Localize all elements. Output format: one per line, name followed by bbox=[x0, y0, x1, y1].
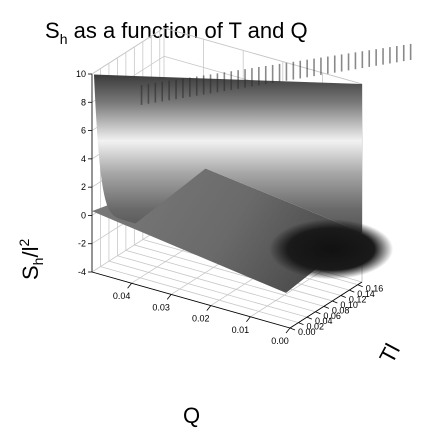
floor-gridline-q bbox=[250, 270, 323, 318]
tl-tick-mark bbox=[289, 327, 296, 331]
z-tick-label: 4 bbox=[81, 154, 86, 164]
surface-dark-basin bbox=[269, 219, 394, 280]
q-tick-mark bbox=[285, 327, 291, 334]
title-subscript: h bbox=[60, 31, 68, 47]
z-tick-label: 8 bbox=[81, 97, 86, 107]
q-tick-mark bbox=[206, 305, 212, 311]
tick-labels: -4-202468100.040.030.020.010.000.000.020… bbox=[76, 69, 383, 346]
tl-tick-label: 0.16 bbox=[366, 284, 384, 294]
floor-gridline-tl bbox=[100, 266, 299, 323]
q-tick-label: 0.01 bbox=[232, 325, 250, 335]
surface-mesh bbox=[92, 43, 412, 293]
tl-tick-mark bbox=[357, 284, 363, 288]
top-edge-left bbox=[91, 27, 165, 75]
q-tick-mark bbox=[166, 294, 172, 300]
z-tick-label: -2 bbox=[78, 239, 86, 249]
tl-tick-mark bbox=[306, 316, 313, 320]
tl-tick-mark bbox=[332, 300, 338, 304]
z-tick-label: 2 bbox=[81, 182, 86, 192]
axis-edge-q bbox=[91, 271, 291, 329]
tl-tick-label: 0.12 bbox=[349, 295, 367, 305]
x-axis-title: Q bbox=[183, 403, 200, 428]
tl-tick-label: 0.10 bbox=[340, 300, 358, 310]
tl-tick-mark bbox=[323, 305, 330, 309]
floor-gridline-tl bbox=[117, 255, 316, 313]
z-title-main: S bbox=[18, 265, 43, 280]
title-main: S bbox=[45, 18, 60, 43]
z-title-sub: h bbox=[30, 258, 46, 266]
tl-tick-mark bbox=[315, 311, 321, 315]
surface-wall bbox=[93, 74, 362, 233]
tl-tick-label: 0.04 bbox=[315, 316, 333, 326]
z-tick-label: -4 bbox=[78, 267, 86, 277]
q-tick-label: 0.02 bbox=[192, 314, 210, 324]
tl-tick-label: 0.06 bbox=[323, 311, 341, 321]
floor-gridline-tl bbox=[134, 244, 333, 302]
z-axis-title: Sh/l2 bbox=[16, 239, 46, 280]
z-title-sup: 2 bbox=[16, 239, 32, 247]
chart-title: Sh as a function of T and Q bbox=[45, 18, 308, 47]
q-tick-label: 0.03 bbox=[152, 302, 170, 312]
title-rest: as a function of T and Q bbox=[67, 18, 307, 43]
tl-tick-mark bbox=[349, 289, 355, 293]
floor-gridline-tl bbox=[108, 260, 308, 318]
tl-tick-label: 0.02 bbox=[306, 322, 324, 332]
q-tick-mark bbox=[246, 316, 251, 323]
z-tick-label: 10 bbox=[76, 69, 86, 79]
z-title-mid: /l bbox=[18, 247, 43, 258]
z-tick-label: 0 bbox=[81, 210, 86, 220]
top-edge-back bbox=[163, 27, 363, 85]
q-tick-label: 0.04 bbox=[113, 291, 131, 301]
tl-tick-label: 0.00 bbox=[298, 327, 316, 337]
tl-tick-label: 0.08 bbox=[332, 305, 350, 315]
q-tick-label: 0.00 bbox=[271, 336, 289, 346]
tl-tick-label: 0.14 bbox=[357, 289, 375, 299]
tl-tick-mark bbox=[298, 322, 304, 325]
tl-tick-mark bbox=[340, 295, 346, 298]
floor-gridline-tl bbox=[125, 249, 324, 307]
q-tick-mark bbox=[127, 282, 132, 289]
axis-edge-tl bbox=[289, 281, 363, 329]
y-axis-title: Tl bbox=[374, 339, 405, 367]
z-tick-label: 6 bbox=[81, 126, 86, 136]
